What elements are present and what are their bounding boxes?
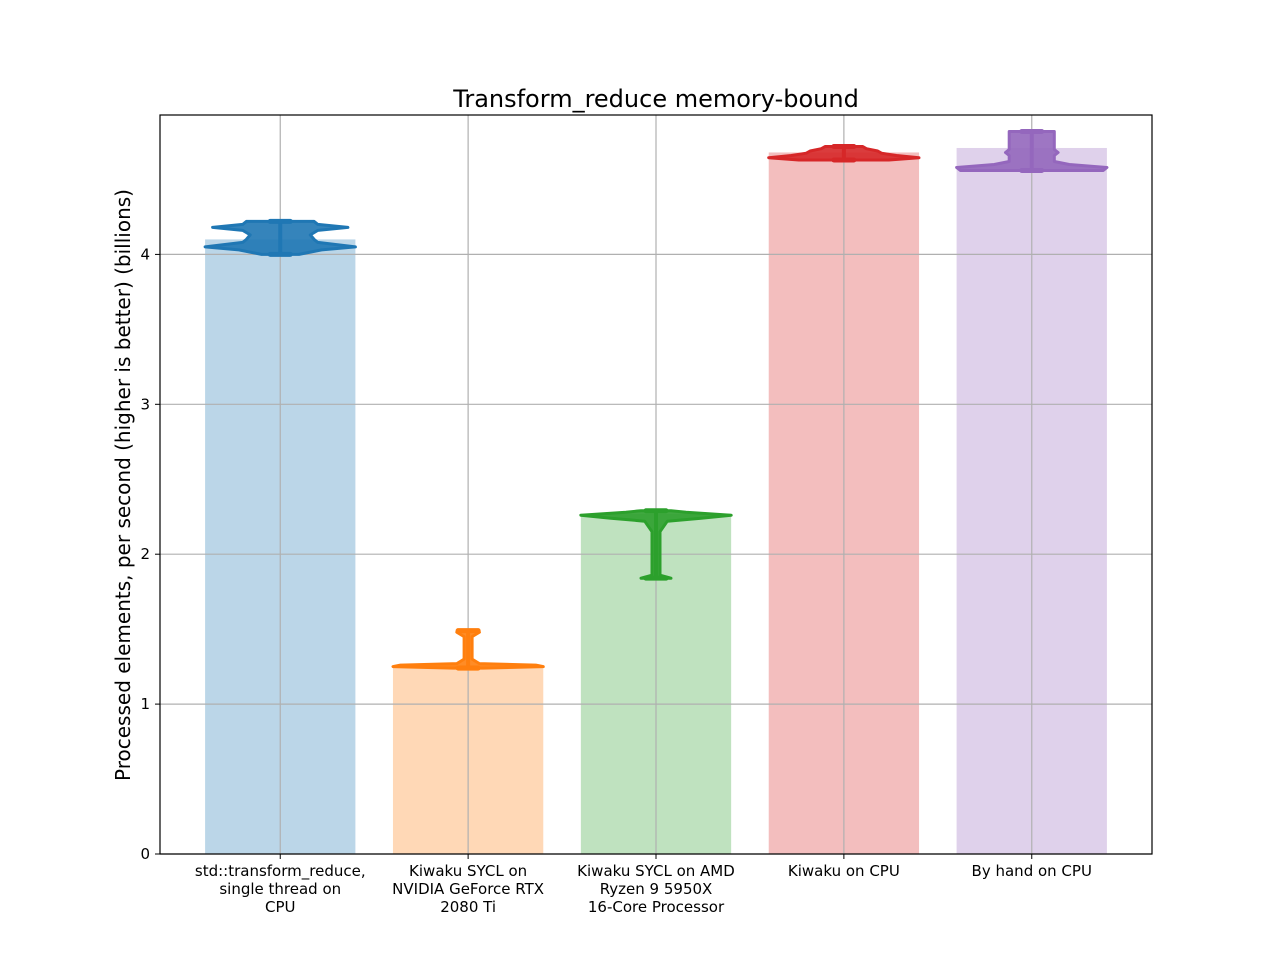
x-tick-label-line: 2080 Ti bbox=[440, 898, 496, 916]
x-tick-label-line: Kiwaku on CPU bbox=[788, 862, 900, 880]
x-tick-label-line: NVIDIA GeForce RTX bbox=[392, 880, 544, 898]
x-tick-label-line: Kiwaku SYCL on bbox=[409, 862, 527, 880]
x-tick-label: Kiwaku SYCL on NVIDIA GeForce RTX 2080 Ti bbox=[392, 862, 544, 916]
x-tick-label-line: CPU bbox=[265, 898, 296, 916]
chart-title: Transform_reduce memory-bound bbox=[452, 85, 859, 113]
y-tick-label: 2 bbox=[140, 545, 150, 563]
x-tick-label-line: By hand on CPU bbox=[972, 862, 1092, 880]
y-tick-label: 4 bbox=[140, 245, 150, 263]
x-tick-label-line: std::transform_reduce, bbox=[195, 862, 366, 881]
y-tick-label: 1 bbox=[140, 695, 150, 713]
x-tick-label-line: Kiwaku SYCL on AMD bbox=[577, 862, 735, 880]
y-tick-label: 3 bbox=[140, 395, 150, 413]
x-tick-label: Kiwaku SYCL on AMD Ryzen 9 5950X 16-Core P… bbox=[577, 862, 735, 916]
y-tick-label: 0 bbox=[140, 845, 150, 863]
x-tick-label: By hand on CPU bbox=[972, 862, 1092, 880]
x-tick-label-line: 16-Core Processor bbox=[588, 898, 725, 916]
y-axis-label: Processed elements, per second (higher i… bbox=[111, 189, 135, 781]
x-tick-label-line: single thread on bbox=[219, 880, 341, 898]
x-tick-label-line: Ryzen 9 5950X bbox=[600, 880, 713, 898]
x-tick-label: std::transform_reduce, single thread on CP… bbox=[195, 862, 366, 916]
x-tick-label: Kiwaku on CPU bbox=[788, 862, 900, 880]
